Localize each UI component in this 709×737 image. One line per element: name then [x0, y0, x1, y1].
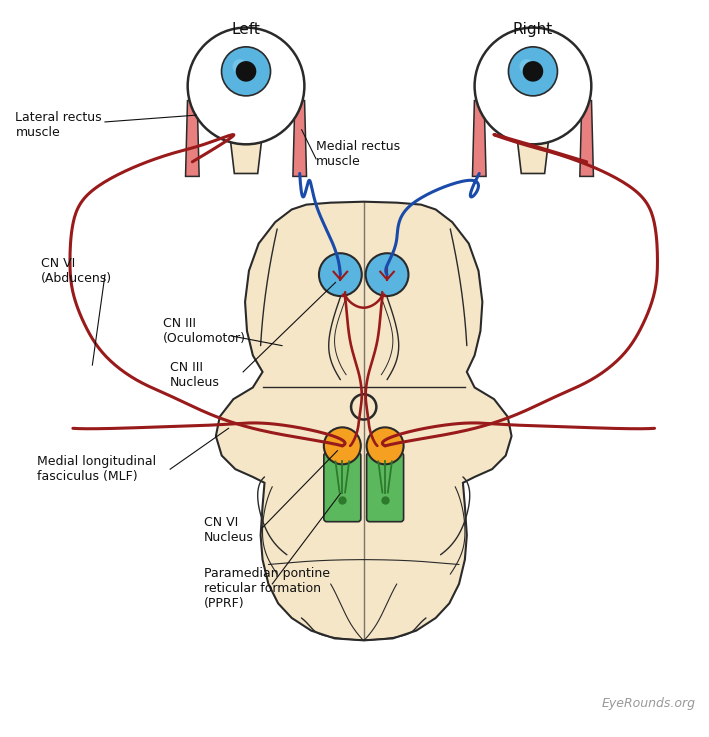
Polygon shape — [230, 134, 262, 173]
Polygon shape — [293, 100, 306, 176]
Text: CN VI
Nucleus: CN VI Nucleus — [204, 517, 254, 545]
Circle shape — [235, 61, 257, 82]
Circle shape — [367, 427, 403, 464]
Circle shape — [221, 47, 271, 96]
Circle shape — [324, 427, 361, 464]
Text: Medial longitudinal
fasciculus (MLF): Medial longitudinal fasciculus (MLF) — [37, 455, 156, 483]
Circle shape — [474, 27, 591, 144]
Text: Left: Left — [232, 22, 260, 37]
Polygon shape — [580, 100, 593, 176]
Circle shape — [366, 254, 408, 296]
Circle shape — [233, 59, 247, 74]
FancyBboxPatch shape — [324, 453, 361, 522]
Polygon shape — [186, 100, 199, 176]
Polygon shape — [517, 134, 549, 173]
Polygon shape — [472, 100, 486, 176]
FancyBboxPatch shape — [367, 453, 403, 522]
Circle shape — [523, 61, 543, 82]
Text: CN III
Nucleus: CN III Nucleus — [170, 361, 220, 389]
Text: Medial rectus
muscle: Medial rectus muscle — [316, 140, 400, 168]
Text: CN III
(Oculomotor): CN III (Oculomotor) — [163, 317, 246, 345]
Text: Lateral rectus
muscle: Lateral rectus muscle — [16, 111, 102, 139]
Text: EyeRounds.org: EyeRounds.org — [601, 697, 696, 710]
Circle shape — [319, 254, 362, 296]
Circle shape — [520, 59, 534, 74]
Polygon shape — [216, 202, 512, 640]
Text: CN VI
(Abducens): CN VI (Abducens) — [41, 256, 112, 284]
Circle shape — [508, 47, 557, 96]
Circle shape — [188, 27, 304, 144]
Text: Paramedian pontine
reticular formation
(PPRF): Paramedian pontine reticular formation (… — [204, 567, 330, 610]
Text: Right: Right — [513, 22, 553, 37]
